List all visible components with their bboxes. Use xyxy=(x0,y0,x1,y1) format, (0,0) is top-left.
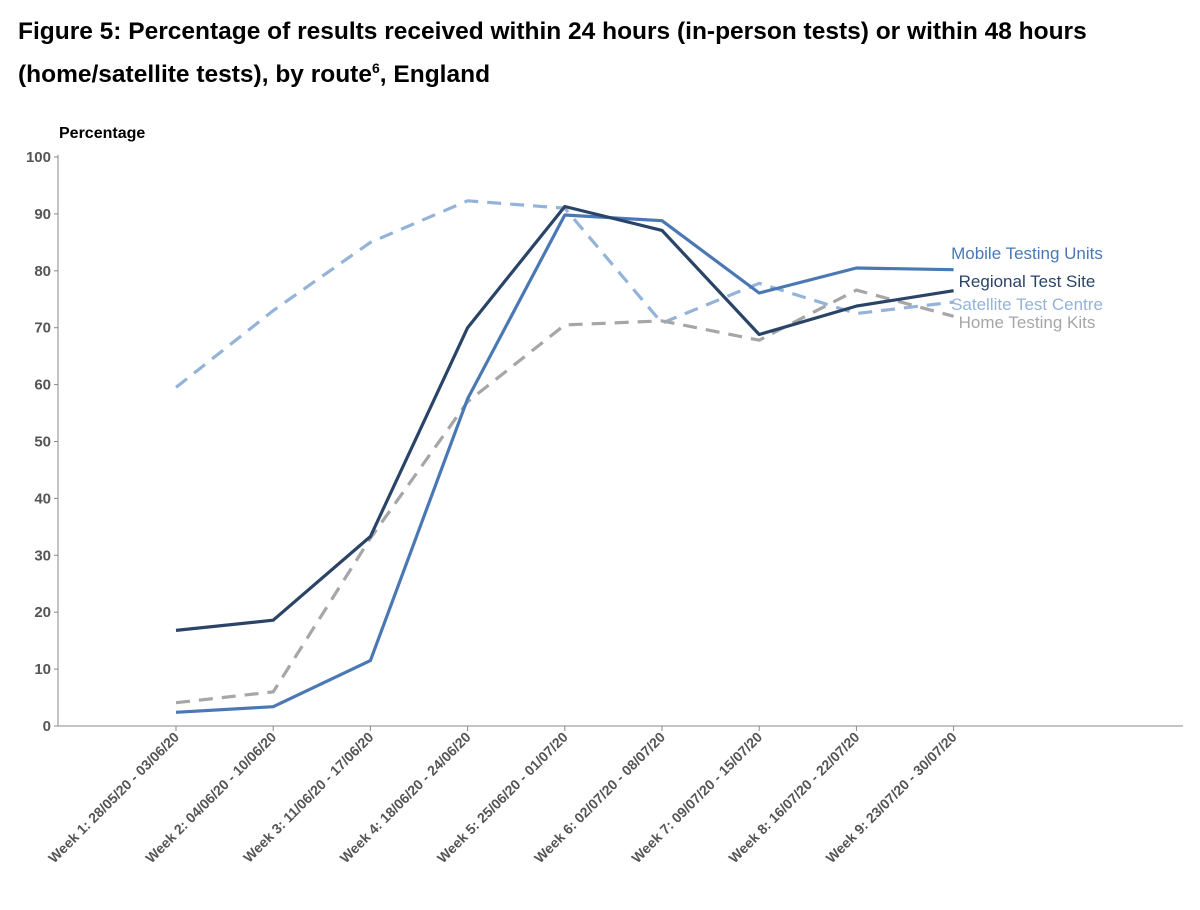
y-tick-label: 60 xyxy=(34,377,51,394)
y-tick-label: 40 xyxy=(34,490,51,507)
series-group xyxy=(175,199,955,714)
y-tick-label: 80 xyxy=(34,263,51,280)
y-tick-label: 0 xyxy=(43,718,51,735)
y-tick-label: 10 xyxy=(34,661,51,678)
legend-label-mobile-testing-units: Mobile Testing Units xyxy=(951,244,1103,263)
axes xyxy=(57,155,1183,727)
series-line-regional-test-site xyxy=(175,204,954,632)
legend-label-satellite-test-centre: Satellite Test Centre xyxy=(951,295,1103,314)
chart-title-footnote: 6 xyxy=(371,60,380,76)
y-tick-label: 90 xyxy=(34,206,51,223)
y-ticks: 0 10 20 30 40 50 60 70 80 90 100 xyxy=(26,149,58,735)
y-tick-label: 100 xyxy=(26,149,51,166)
chart-title: Figure 5: Percentage of results received… xyxy=(18,10,1188,96)
y-tick-label: 20 xyxy=(34,604,51,621)
y-axis-label: Percentage xyxy=(59,125,145,142)
legend-label-home-testing-kits: Home Testing Kits xyxy=(959,313,1096,332)
series-line-mobile-testing-units xyxy=(175,213,954,714)
y-tick-label: 30 xyxy=(34,547,51,564)
legend-label-regional-test-site: Regional Test Site xyxy=(959,272,1096,291)
y-tick-label: 50 xyxy=(34,434,51,451)
series-line-satellite-test-centre xyxy=(175,199,954,389)
y-tick-label: 70 xyxy=(34,320,51,337)
chart-title-suffix: , England xyxy=(379,61,491,88)
chart-title-main: Figure 5: Percentage of results received… xyxy=(18,18,1087,88)
legend: Mobile Testing Units Regional Test Site Sa… xyxy=(951,244,1103,332)
series-line-home-testing-kits xyxy=(175,288,955,705)
